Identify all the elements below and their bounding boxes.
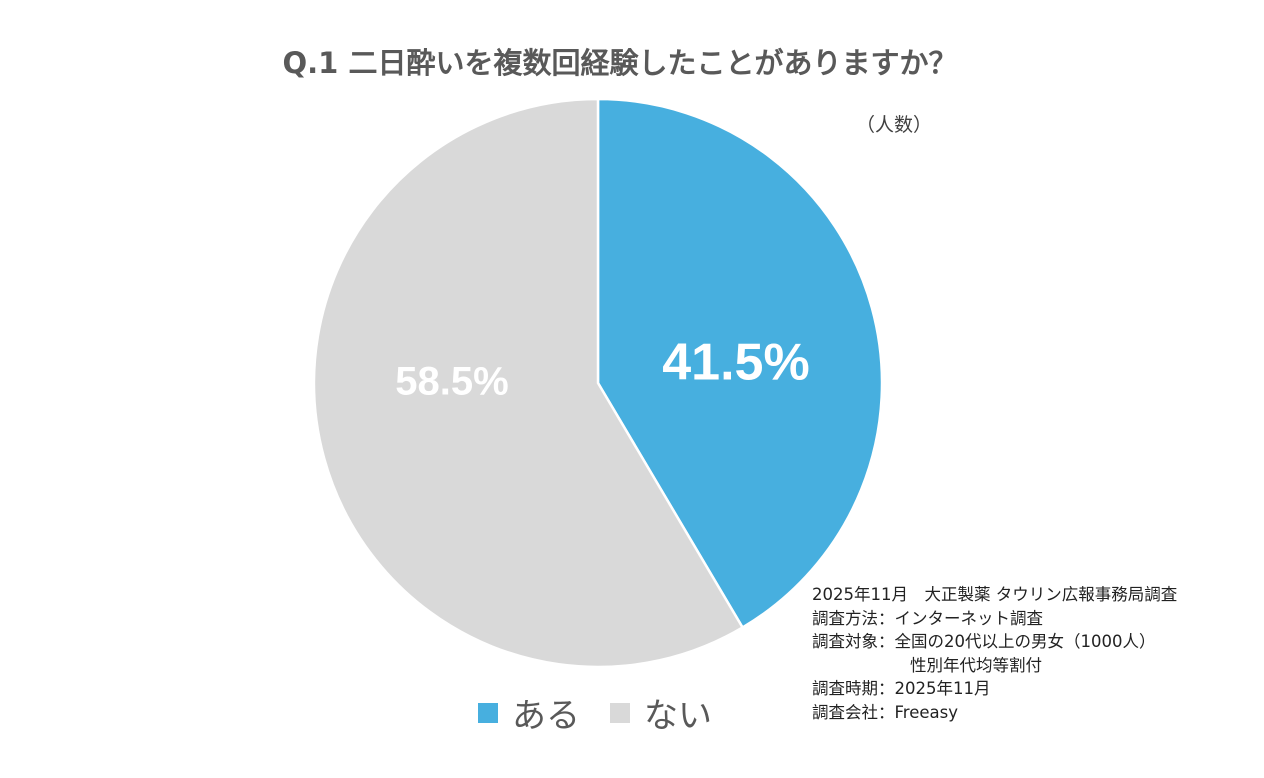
pie-slice-nai <box>312 97 745 669</box>
note-company: 調査会社：Freeasy <box>812 702 958 722</box>
legend-label-nai: ない <box>644 696 712 736</box>
legend-item-nai: ない <box>610 688 712 737</box>
note-target-allocation: 性別年代均等割付 <box>910 655 1042 675</box>
legend: ある ない <box>478 688 742 737</box>
note-period: 調査時期：2025年11月 <box>812 679 991 698</box>
legend-label-aru: ある <box>512 696 580 736</box>
legend-swatch-nai <box>610 702 630 723</box>
note-target: 調査対象：全国の20代以上の男女（1000人） <box>812 632 1156 651</box>
pie-slice-aru <box>596 97 884 630</box>
legend-swatch-aru <box>478 702 498 723</box>
data-label-aru: 41.5% <box>662 334 809 392</box>
unit-label: （人数） <box>856 114 933 136</box>
chart-title: Q.1 二日酔いを複数回経験したことがありますか？ <box>282 46 958 80</box>
note-source: 2025年11月 大正製薬 タウリン広報事務局調査 <box>812 585 1178 604</box>
data-label-nai: 58.5% <box>395 360 508 404</box>
survey-notes: 2025年11月 大正製薬 タウリン広報事務局調査 調査方法：インターネット調査… <box>812 583 1177 724</box>
legend-item-aru: ある <box>478 688 580 737</box>
note-method: 調査方法：インターネット調査 <box>812 608 1043 628</box>
